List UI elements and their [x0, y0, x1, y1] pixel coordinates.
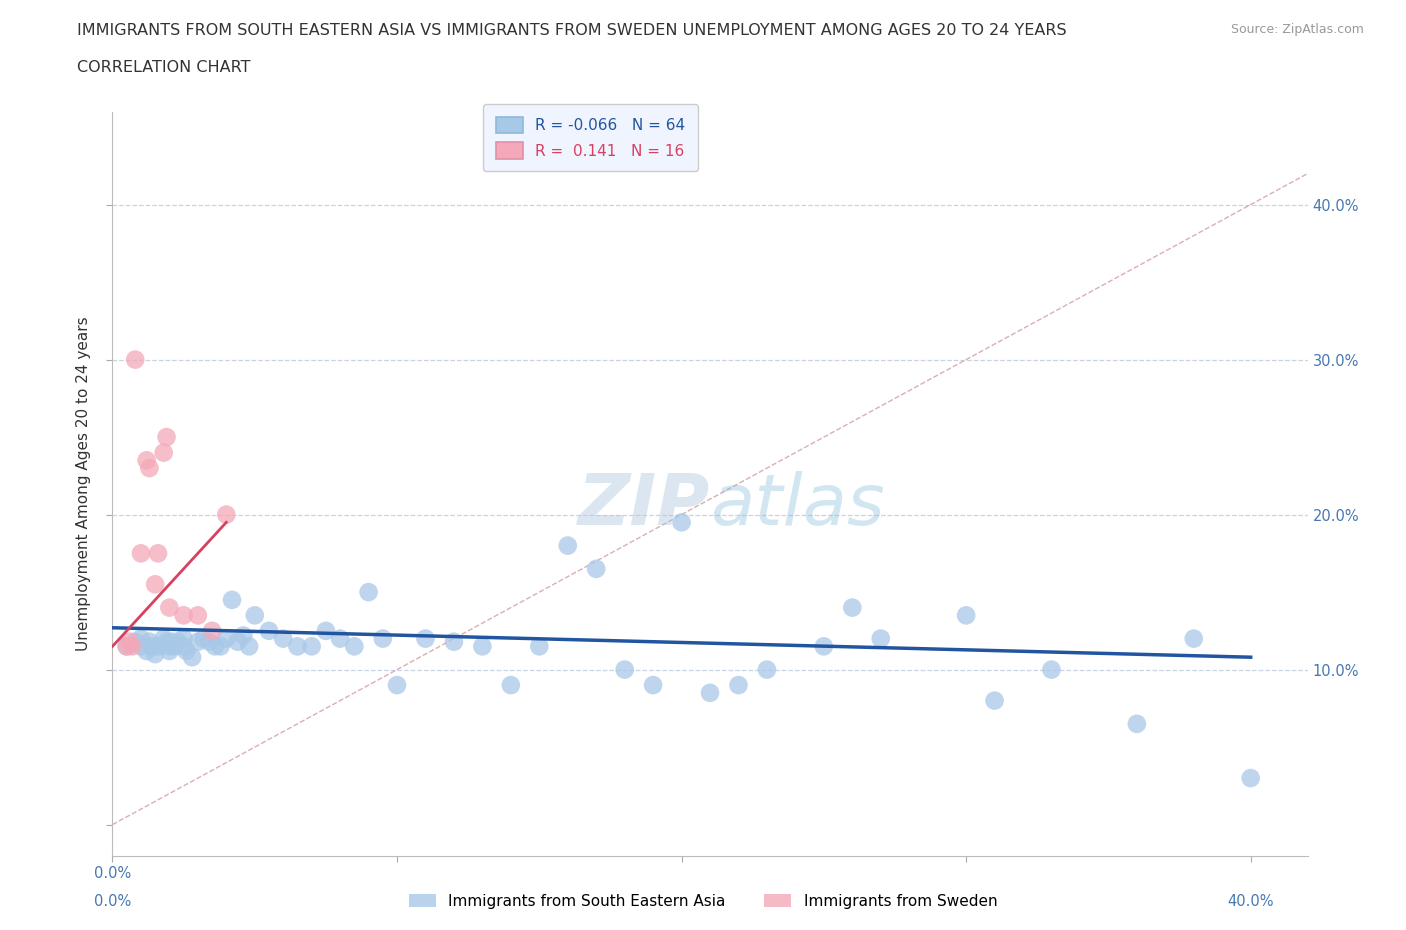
Point: [385, 678, 408, 693]
Point: [173, 631, 195, 646]
Point: [841, 600, 863, 615]
Point: [152, 445, 174, 460]
Point: [124, 352, 146, 367]
Point: [157, 600, 180, 615]
Point: [301, 639, 323, 654]
Point: [557, 538, 579, 553]
Point: [167, 634, 190, 649]
Point: [181, 650, 204, 665]
Point: [315, 623, 337, 638]
Point: [138, 634, 160, 649]
Point: [232, 628, 254, 643]
Y-axis label: Unemployment Among Ages 20 to 24 years: Unemployment Among Ages 20 to 24 years: [76, 316, 91, 651]
Point: [176, 644, 198, 658]
Point: [165, 639, 187, 654]
Point: [138, 460, 160, 475]
Text: 40.0%: 40.0%: [1227, 895, 1274, 910]
Point: [152, 631, 174, 646]
Point: [115, 639, 138, 654]
Point: [287, 639, 309, 654]
Point: [215, 631, 238, 646]
Point: [129, 546, 152, 561]
Point: [146, 639, 169, 654]
Point: [141, 639, 163, 654]
Point: [613, 662, 636, 677]
Point: [243, 608, 266, 623]
Point: [499, 678, 522, 693]
Point: [1240, 771, 1263, 786]
Point: [146, 546, 169, 561]
Point: [1126, 716, 1149, 731]
Point: [187, 634, 209, 649]
Point: [155, 430, 177, 445]
Point: [529, 639, 551, 654]
Point: [135, 644, 157, 658]
Text: CORRELATION CHART: CORRELATION CHART: [77, 60, 250, 75]
Point: [643, 678, 665, 693]
Point: [727, 678, 749, 693]
Text: IMMIGRANTS FROM SOUTH EASTERN ASIA VS IMMIGRANTS FROM SWEDEN UNEMPLOYMENT AMONG : IMMIGRANTS FROM SOUTH EASTERN ASIA VS IM…: [77, 23, 1067, 38]
Point: [124, 634, 146, 649]
Point: [755, 662, 778, 677]
Point: [271, 631, 294, 646]
Point: [129, 631, 152, 646]
Point: [343, 639, 366, 654]
Point: [585, 562, 607, 577]
Point: [143, 646, 166, 661]
Point: [238, 639, 260, 654]
Text: atlas: atlas: [710, 472, 884, 540]
Point: [162, 634, 183, 649]
Point: [157, 639, 180, 654]
Point: [869, 631, 891, 646]
Point: [155, 634, 177, 649]
Point: [187, 608, 209, 623]
Point: [173, 639, 195, 654]
Point: [357, 585, 380, 600]
Point: [955, 608, 977, 623]
Point: [129, 639, 152, 654]
Point: [443, 634, 465, 649]
Point: [152, 637, 174, 652]
Point: [135, 453, 157, 468]
Point: [1040, 662, 1063, 677]
Point: [198, 634, 221, 649]
Point: [157, 644, 180, 658]
Point: [193, 631, 215, 646]
Point: [143, 577, 166, 591]
Point: [257, 623, 280, 638]
Point: [121, 639, 143, 654]
Text: Source: ZipAtlas.com: Source: ZipAtlas.com: [1230, 23, 1364, 36]
Point: [118, 634, 141, 649]
Point: [699, 685, 721, 700]
Point: [371, 631, 394, 646]
Text: 0.0%: 0.0%: [94, 895, 131, 910]
Point: [671, 515, 693, 530]
Point: [983, 693, 1005, 708]
Point: [226, 634, 249, 649]
Point: [471, 639, 494, 654]
Text: ZIP: ZIP: [578, 472, 710, 540]
Point: [115, 639, 138, 654]
Legend: R = -0.066   N = 64, R =  0.141   N = 16: R = -0.066 N = 64, R = 0.141 N = 16: [484, 104, 697, 171]
Point: [201, 623, 224, 638]
Point: [173, 608, 195, 623]
Point: [221, 592, 243, 607]
Point: [209, 639, 232, 654]
Point: [204, 639, 226, 654]
Point: [813, 639, 835, 654]
Legend: Immigrants from South Eastern Asia, Immigrants from Sweden: Immigrants from South Eastern Asia, Immi…: [402, 887, 1004, 915]
Point: [215, 507, 238, 522]
Point: [415, 631, 437, 646]
Point: [329, 631, 352, 646]
Point: [1182, 631, 1205, 646]
